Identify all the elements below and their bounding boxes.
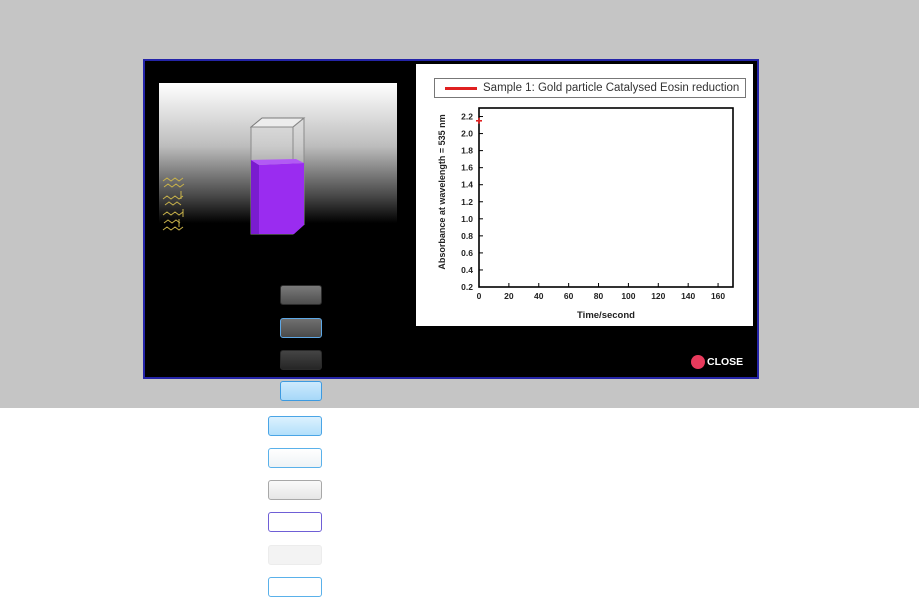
x-tick-label: 140 <box>681 291 695 301</box>
y-tick-label: 1.0 <box>461 214 473 224</box>
plot-frame <box>478 107 734 288</box>
x-tick-label: 160 <box>711 291 725 301</box>
y-tick-label: 1.2 <box>461 197 473 207</box>
x-axis-label: Time/second <box>577 310 635 321</box>
control-button-1[interactable] <box>280 285 322 305</box>
legend-label: Sample 1: Gold particle Catalysed Eosin … <box>483 82 740 94</box>
close-label: CLOSE <box>707 356 744 368</box>
y-tick-label: 0.8 <box>461 231 473 241</box>
control-button-3[interactable] <box>280 350 322 370</box>
control-button-2[interactable] <box>280 318 322 338</box>
control-button-6[interactable] <box>268 448 322 468</box>
y-tick-label: 0.6 <box>461 248 473 258</box>
simulation-dialog: Sample 1: Gold particle Catalysed Eosin … <box>143 59 759 379</box>
control-button-7[interactable] <box>268 480 322 500</box>
y-axis-label: Absorbance at wavelength = 535 nm <box>437 114 447 269</box>
y-tick-label: 2.0 <box>461 129 473 139</box>
y-tick-label: 0.2 <box>461 282 473 292</box>
control-button-4[interactable] <box>280 381 322 401</box>
cuvette-icon <box>250 117 306 235</box>
x-tick-label: 20 <box>504 291 514 301</box>
x-tick-label: 40 <box>534 291 544 301</box>
molecule-chain-icon <box>162 177 185 231</box>
y-tick-label: 1.8 <box>461 146 473 156</box>
control-button-8[interactable] <box>268 512 322 532</box>
x-tick-label: 80 <box>594 291 604 301</box>
x-tick-label: 0 <box>477 291 482 301</box>
absorbance-chart: Absorbance at wavelength = 535 nm Time/s… <box>437 107 734 321</box>
close-icon <box>691 355 705 369</box>
chart-legend: Sample 1: Gold particle Catalysed Eosin … <box>434 78 746 98</box>
control-button-10[interactable] <box>268 577 322 597</box>
y-tick-label: 1.6 <box>461 163 473 173</box>
x-tick-label: 120 <box>651 291 665 301</box>
y-tick-label: 2.2 <box>461 112 473 122</box>
control-button-9[interactable] <box>268 545 322 565</box>
close-button[interactable]: CLOSE <box>691 353 743 371</box>
legend-swatch <box>445 86 477 90</box>
x-tick-label: 60 <box>564 291 574 301</box>
graph-panel: Sample 1: Gold particle Catalysed Eosin … <box>416 64 753 326</box>
x-tick-label: 100 <box>621 291 635 301</box>
y-tick-label: 0.4 <box>461 265 473 275</box>
solution-liquid <box>251 160 304 234</box>
control-button-5[interactable] <box>268 416 322 436</box>
y-tick-label: 1.4 <box>461 180 473 190</box>
simulation-scene <box>159 83 397 235</box>
